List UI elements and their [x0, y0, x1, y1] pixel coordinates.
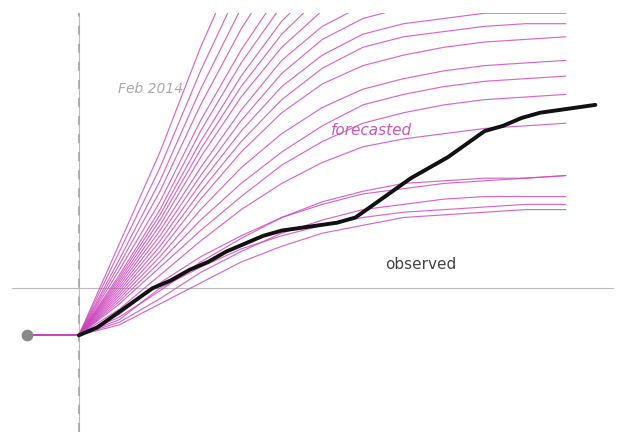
Text: Feb 2014: Feb 2014: [118, 82, 183, 96]
Text: forecasted: forecasted: [331, 123, 412, 138]
Point: [22, 332, 32, 339]
Text: observed: observed: [385, 257, 456, 272]
